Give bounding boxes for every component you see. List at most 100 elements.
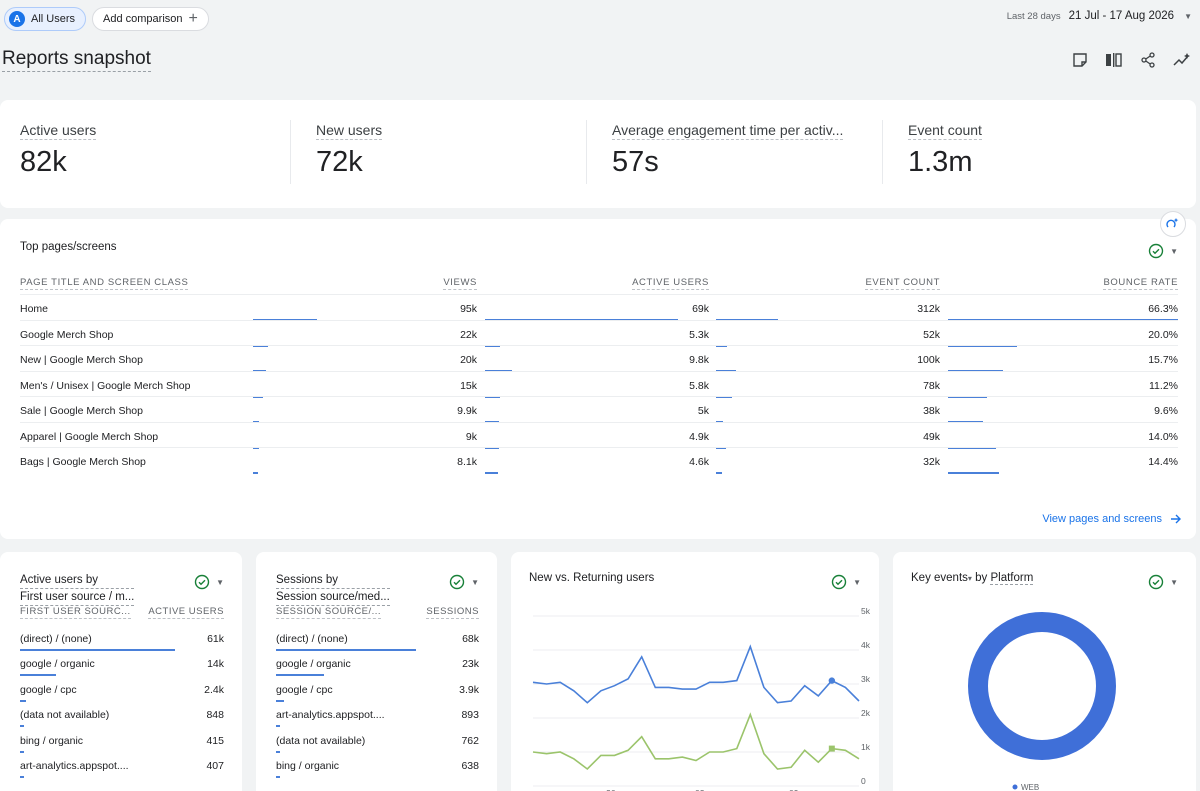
list-item-source[interactable]: art-analytics.appspot.... (276, 709, 385, 722)
series-marker-new-users (828, 677, 836, 684)
list-item-bar (276, 776, 280, 778)
list-item-source[interactable]: bing / organic (276, 760, 340, 772)
edit-note-icon[interactable] (1070, 50, 1090, 70)
cell-bounce-rate: 14.0% (1148, 430, 1178, 443)
list-item-source[interactable]: (direct) / (none) (20, 633, 92, 645)
sessions-by-source-card: Sessions by Session source/med... ▼ SESS… (256, 552, 497, 791)
column-header-bounce-rate[interactable]: BOUNCE RATE (1103, 277, 1178, 290)
card-status-menu[interactable]: ▼ (449, 574, 479, 590)
table-row-page-name[interactable]: Sale | Google Merch Shop (20, 405, 143, 417)
kpi-avg-engagement-time[interactable]: Average engagement time per activ... 57s (612, 122, 844, 186)
bar-bounce-rate (948, 472, 999, 474)
key-events-metric-selector[interactable]: Key events (911, 572, 968, 584)
compare-columns-icon[interactable] (1104, 50, 1124, 70)
list-item-bar (20, 776, 24, 778)
segment-chip-all-users[interactable]: A All Users (4, 7, 87, 31)
list-item-value: 23k (462, 658, 479, 671)
column-header-session-source[interactable]: SESSION SOURCE/... (276, 606, 382, 619)
x-axis-tick-label: 26 (606, 788, 616, 791)
card-title: Active users by First user source / m... (20, 572, 135, 606)
cell-bounce-rate: 14.4% (1148, 456, 1178, 468)
table-row-page-name[interactable]: Home (20, 303, 49, 315)
cell-active-users: 9.8k (689, 354, 709, 366)
column-header-views[interactable]: VIEWS (443, 277, 477, 290)
list-item-source[interactable]: google / cpc (20, 683, 77, 696)
column-header-event-count[interactable]: EVENT COUNT (865, 277, 940, 290)
column-header-sessions[interactable]: SESSIONS (426, 606, 479, 619)
card-title-line1: Active users by (20, 572, 135, 589)
card-title-dimension[interactable]: Session source/med... (276, 589, 390, 606)
card-title: Sessions by Session source/med... (276, 572, 390, 606)
legend-label-web: WEB (1021, 783, 1039, 791)
cell-event-count: 52k (923, 328, 940, 341)
column-header-active-users[interactable]: ACTIVE USERS (148, 606, 224, 619)
card-title-dimension[interactable]: First user source / m... (20, 589, 135, 606)
page-title: Reports snapshot (2, 48, 151, 72)
check-circle-icon (831, 574, 847, 590)
list-item-value: 638 (461, 760, 479, 772)
add-comparison-button[interactable]: Add comparison + (92, 7, 209, 31)
list-item-bar (20, 699, 26, 702)
kpi-new-users[interactable]: New users 72k (316, 122, 383, 186)
list-item-value: 762 (461, 734, 479, 747)
cell-active-users: 5.8k (689, 379, 709, 392)
list-item-source[interactable]: google / organic (20, 658, 95, 671)
cell-views: 95k (460, 303, 477, 315)
date-range-label: Last 28 days (1006, 10, 1061, 22)
list-item-source[interactable]: (direct) / (none) (276, 633, 348, 645)
card-title-dimension[interactable]: Platform (990, 572, 1034, 585)
card-status-menu[interactable]: ▼ (1148, 574, 1178, 590)
card-status-menu[interactable]: ▼ (831, 574, 861, 590)
add-comparison-label: Add comparison (103, 13, 183, 25)
series-line-returning-users[interactable] (532, 712, 860, 771)
cell-views: 9.9k (457, 405, 477, 417)
table-row-page-name[interactable]: Apparel | Google Merch Shop (20, 430, 159, 443)
date-range-picker[interactable]: Last 28 days 21 Jul - 17 Aug 2026 ▼ (1007, 10, 1192, 22)
insights-button[interactable] (1160, 211, 1186, 237)
y-axis-tick-label: 5k (861, 606, 871, 616)
list-item-source[interactable]: google / cpc (276, 683, 333, 696)
list-item-source[interactable]: bing / organic (20, 734, 84, 747)
row-divider (20, 345, 1178, 346)
kpi-active-users[interactable]: Active users 82k (20, 122, 97, 186)
view-pages-and-screens-link[interactable]: View pages and screens (1042, 513, 1182, 525)
kpi-label: Event count (908, 122, 982, 140)
x-axis-tick-label: 02 (695, 788, 705, 791)
title-row: Reports snapshot (0, 44, 1200, 76)
donut-slice-web[interactable] (968, 612, 1116, 760)
card-status-menu[interactable]: ▼ (194, 574, 224, 590)
check-circle-icon (1148, 243, 1164, 259)
kpi-summary-card: Active users 82k New users 72k Average e… (0, 100, 1196, 208)
column-header-active-users[interactable]: ACTIVE USERS (632, 277, 709, 290)
list-item-source[interactable]: google / organic (276, 658, 351, 671)
cell-active-users: 5k (697, 405, 709, 417)
table-row-page-name[interactable]: Men's / Unisex | Google Merch Shop (20, 379, 191, 392)
insights-trend-icon[interactable] (1172, 50, 1192, 70)
view-link-label: View pages and screens (1042, 513, 1162, 525)
cell-event-count: 38k (923, 405, 940, 417)
kpi-divider (290, 120, 291, 184)
column-header-page-title[interactable]: PAGE TITLE AND SCREEN CLASS (20, 277, 189, 290)
list-item-value: 407 (206, 760, 224, 772)
table-row-page-name[interactable]: Google Merch Shop (20, 328, 114, 341)
cell-bounce-rate: 66.3% (1148, 303, 1178, 315)
bar-event-count (716, 472, 722, 474)
row-divider (20, 396, 1178, 397)
bar-views (253, 472, 258, 474)
table-row-page-name[interactable]: New | Google Merch Shop (20, 354, 143, 366)
chevron-down-icon: ▼ (471, 577, 479, 587)
table-row-page-name[interactable]: Bags | Google Merch Shop (20, 456, 146, 468)
list-item-value: 893 (461, 709, 479, 722)
list-item-value: 415 (206, 734, 224, 747)
legend-swatch-web (1012, 784, 1018, 790)
top-pages-status-menu[interactable]: ▼ (1148, 243, 1178, 259)
list-item-source[interactable]: (data not available) (20, 709, 110, 722)
share-icon[interactable] (1138, 50, 1158, 70)
kpi-event-count[interactable]: Event count 1.3m (908, 122, 982, 186)
column-header-source[interactable]: FIRST USER SOURC... (20, 606, 131, 619)
list-item-source[interactable]: art-analytics.appspot.... (20, 760, 129, 772)
top-bar: A All Users Add comparison + Last 28 day… (0, 0, 1200, 38)
series-line-new-users[interactable] (532, 644, 860, 704)
list-item-bar (276, 674, 324, 677)
list-item-source[interactable]: (data not available) (276, 734, 366, 747)
